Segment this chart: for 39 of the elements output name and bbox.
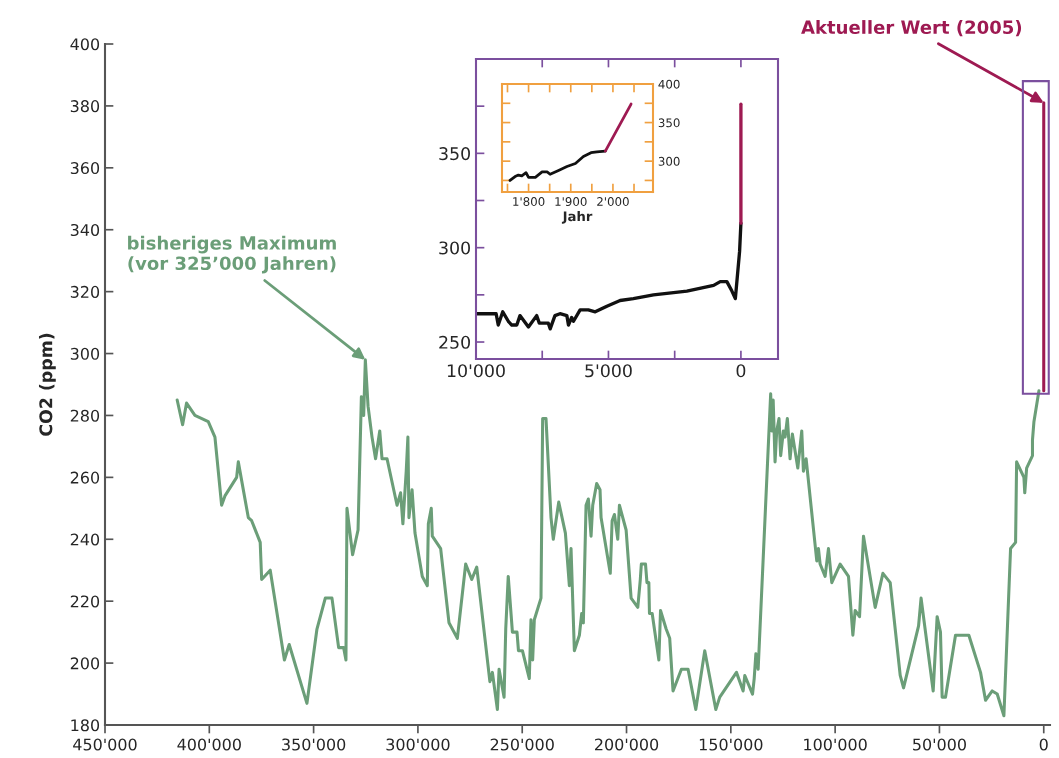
x-tick-label: 450'000 <box>73 738 137 751</box>
x-tick-label: 200'000 <box>595 738 659 751</box>
y-tick-label: 220 <box>70 595 100 608</box>
y-tick-label: 360 <box>70 162 100 175</box>
y-tick-label: 300 <box>658 156 680 166</box>
x-tick-label: 5'000 <box>585 364 632 378</box>
y-tick-label: 350 <box>658 118 680 128</box>
y-tick-label: 200 <box>70 657 100 670</box>
y-tick-label: 260 <box>70 471 100 484</box>
x-tick-label: 10'000 <box>447 364 505 378</box>
x-tick-label: 2'000 <box>597 197 629 206</box>
x-tick-label: 0 <box>736 364 746 378</box>
x-tick-label: 1'900 <box>555 197 587 206</box>
x-tick-label: 1'800 <box>513 197 545 206</box>
y-tick-label: 340 <box>70 223 100 237</box>
x-tick-label: 50'000 <box>913 738 966 751</box>
x-axis-title: Jahr <box>561 211 593 224</box>
line-series <box>508 149 607 182</box>
x-tick-label: 350'000 <box>282 738 346 751</box>
y-axis-title: CO2 (ppm) <box>38 333 56 436</box>
annotation: Aktueller Wert (2005) <box>801 20 1022 37</box>
y-tick-label: 180 <box>71 719 100 732</box>
x-tick-label: 400'000 <box>177 738 241 751</box>
y-tick-label: 400 <box>658 79 680 89</box>
y-tick-label: 380 <box>70 100 100 113</box>
x-tick-label: 100'000 <box>804 738 867 751</box>
x-tick-label: 300'000 <box>386 738 450 751</box>
y-tick-label: 250 <box>439 335 470 349</box>
x-tick-label: 0 <box>1039 738 1048 751</box>
y-tick-label: 300 <box>439 241 470 255</box>
x-tick-label: 150'000 <box>699 738 763 751</box>
y-tick-label: 300 <box>70 347 100 360</box>
y-tick-label: 320 <box>70 285 100 298</box>
x-tick-label: 250'000 <box>490 738 554 751</box>
y-tick-label: 400 <box>70 38 100 51</box>
y-tick-label: 280 <box>70 409 100 422</box>
annotation: bisheriges Maximum (vor 325’000 Jahren) <box>128 235 336 274</box>
y-tick-label: 350 <box>439 147 470 161</box>
y-tick-label: 240 <box>70 533 100 546</box>
